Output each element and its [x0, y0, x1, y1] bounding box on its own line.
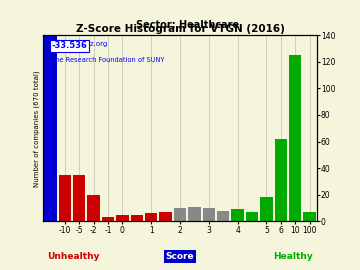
Text: Sector: Healthcare: Sector: Healthcare [136, 20, 239, 30]
Bar [145, 213, 157, 221]
Text: -33.536: -33.536 [52, 41, 88, 50]
Bar [246, 212, 258, 221]
Bar [73, 175, 85, 221]
Text: www.textbiz.org: www.textbiz.org [51, 41, 108, 47]
Bar [289, 55, 301, 221]
Bar [203, 208, 215, 221]
Bar [159, 212, 172, 221]
Bar [44, 35, 57, 221]
Bar [59, 175, 71, 221]
Bar [174, 208, 186, 221]
Bar [260, 197, 273, 221]
Bar [231, 210, 244, 221]
Title: Z-Score Histogram for VTGN (2016): Z-Score Histogram for VTGN (2016) [76, 24, 284, 34]
Text: Score: Score [166, 252, 194, 261]
Text: Healthy: Healthy [274, 252, 313, 261]
Text: The Research Foundation of SUNY: The Research Foundation of SUNY [51, 58, 165, 63]
Bar [131, 215, 143, 221]
Bar [303, 212, 316, 221]
Text: Unhealthy: Unhealthy [47, 252, 99, 261]
Bar [217, 211, 229, 221]
Bar [275, 139, 287, 221]
Bar [87, 195, 100, 221]
Bar [102, 217, 114, 221]
Bar [188, 207, 201, 221]
Bar [116, 215, 129, 221]
Y-axis label: Number of companies (670 total): Number of companies (670 total) [34, 70, 40, 187]
